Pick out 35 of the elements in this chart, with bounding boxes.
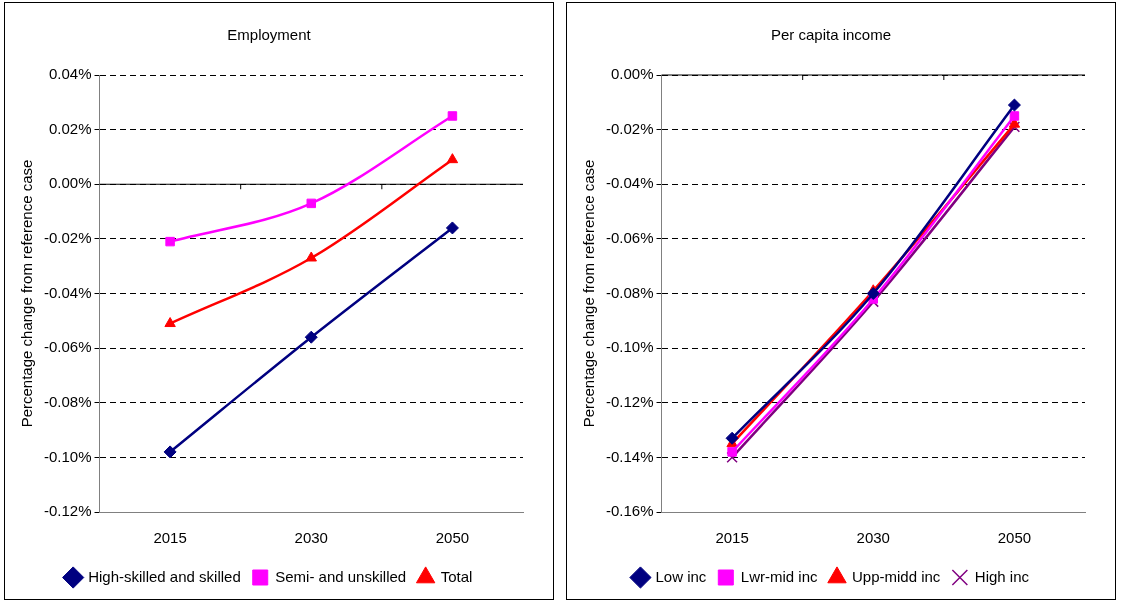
- y-tick-label: -0.08%: [44, 392, 92, 410]
- legend-label: Total: [440, 567, 473, 585]
- y-tick-label: -0.04%: [44, 283, 92, 301]
- x-tick-label: 2050: [435, 529, 470, 547]
- x-tick-label: 2015: [715, 529, 749, 547]
- y-tick-label: -0.14%: [606, 447, 654, 465]
- x-tick-label: 2030: [294, 529, 328, 547]
- x-tick-label: 2030: [856, 529, 890, 547]
- legend-label: High-skilled and skilled: [88, 567, 241, 585]
- y-axis-title: Percentage change from reference case: [18, 159, 36, 428]
- legend-label: Upp-midd inc: [851, 567, 941, 585]
- legend-label: High inc: [974, 567, 1030, 585]
- y-tick-label: 0.04%: [48, 65, 92, 83]
- legend-label: Low inc: [655, 567, 707, 585]
- y-tick-label: -0.06%: [44, 338, 92, 356]
- y-tick-label: -0.16%: [606, 502, 654, 520]
- y-tick-label: -0.08%: [606, 283, 654, 301]
- y-tick-label: -0.06%: [606, 229, 654, 247]
- chart-title: Employment: [227, 26, 312, 44]
- y-tick-label: 0.02%: [48, 119, 92, 137]
- y-tick-label: -0.02%: [606, 119, 654, 137]
- y-tick-label: 0.00%: [610, 65, 654, 83]
- y-tick-label: -0.12%: [44, 502, 92, 520]
- y-tick-label: -0.04%: [606, 174, 654, 192]
- chart-title: Per capita income: [770, 26, 892, 44]
- x-tick-label: 2050: [997, 529, 1032, 547]
- legend-label: Lwr-mid inc: [740, 567, 818, 585]
- y-tick-label: 0.00%: [48, 174, 92, 192]
- y-tick-label: -0.02%: [44, 229, 92, 247]
- legend-label: Semi- and unskilled: [275, 567, 407, 585]
- y-tick-label: -0.10%: [606, 338, 654, 356]
- y-tick-label: -0.12%: [606, 392, 654, 410]
- y-axis-title: Percentage change from reference case: [580, 159, 598, 428]
- x-tick-label: 2015: [153, 529, 187, 547]
- y-tick-label: -0.10%: [44, 447, 92, 465]
